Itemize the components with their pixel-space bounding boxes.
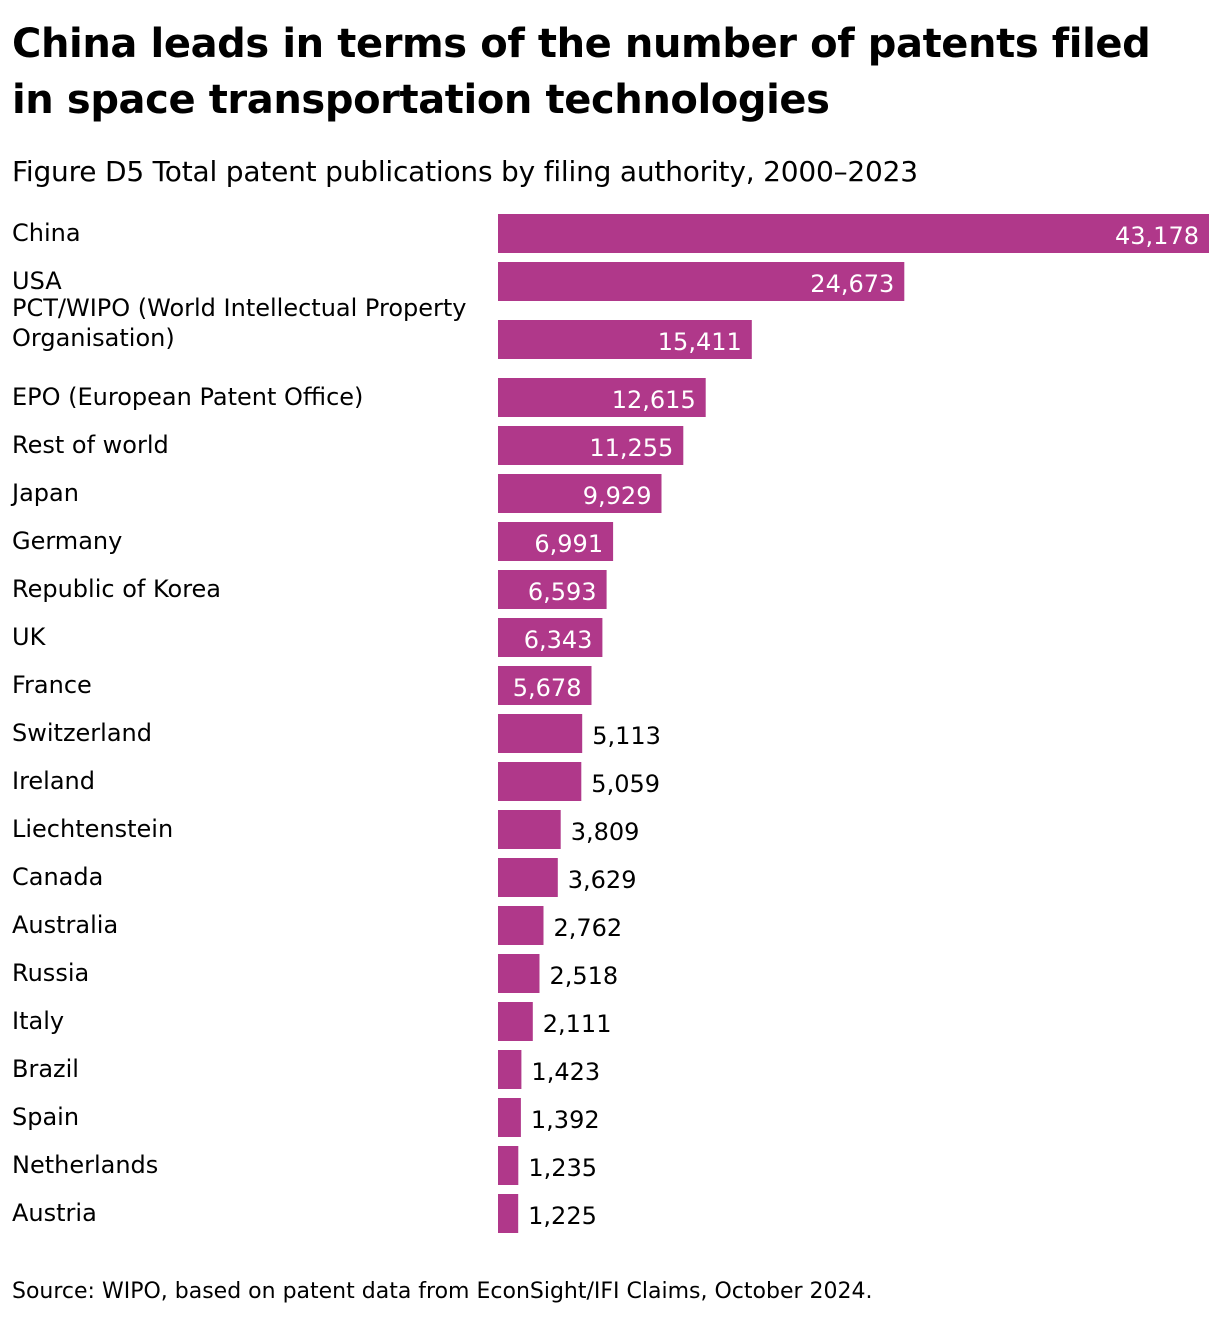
category-label: Germany	[12, 527, 122, 555]
bar-chart: China 43,178 USA 24,673 PCT/WIPO (World Inte…	[10, 214, 1209, 1233]
value-label: 5,059	[591, 770, 660, 798]
value-label: 3,629	[568, 866, 637, 894]
category-label-line: PCT/WIPO (World Intellectual Property	[12, 294, 467, 322]
value-label: 15,411	[658, 328, 742, 356]
value-label: 6,343	[524, 626, 593, 654]
bar	[498, 1146, 519, 1185]
value-label: 2,762	[553, 914, 622, 942]
category-label: Canada	[12, 863, 103, 891]
bar	[498, 262, 905, 301]
category-label: Ireland	[12, 767, 95, 795]
chart-title: China leads in terms of the number of pa…	[12, 21, 1151, 123]
value-label: 9,929	[583, 482, 652, 510]
value-label: 5,678	[513, 674, 582, 702]
category-label: Russia	[12, 959, 89, 987]
category-label: China	[12, 219, 81, 247]
bar	[498, 426, 684, 465]
value-label: 11,255	[589, 434, 673, 462]
bar	[498, 378, 706, 417]
bar	[498, 214, 1209, 253]
bar	[498, 810, 561, 849]
category-label: Australia	[12, 911, 118, 939]
bar	[498, 714, 583, 753]
value-label: 1,235	[528, 1154, 597, 1182]
bar	[498, 858, 558, 897]
value-label: 1,225	[528, 1202, 597, 1230]
category-label: Rest of world	[12, 431, 169, 459]
category-label: France	[12, 671, 92, 699]
category-label: UK	[12, 623, 47, 651]
category-label: Spain	[12, 1103, 79, 1131]
bar	[498, 522, 614, 561]
category-label: USA	[12, 267, 62, 295]
bar	[498, 474, 662, 513]
bar	[498, 570, 607, 609]
value-label: 2,111	[543, 1010, 612, 1038]
bar	[498, 618, 603, 657]
category-label-line: Organisation)	[12, 324, 175, 352]
category-label: Netherlands	[12, 1151, 158, 1179]
value-label: 3,809	[571, 818, 640, 846]
bar	[498, 1050, 522, 1089]
category-label: Austria	[12, 1199, 97, 1227]
category-label: Brazil	[12, 1055, 79, 1083]
category-label: Republic of Korea	[12, 575, 221, 603]
bar	[498, 320, 752, 359]
bar	[498, 1194, 519, 1233]
chart-subtitle: Figure D5 Total patent publications by f…	[12, 155, 918, 188]
bar	[498, 906, 544, 945]
value-label: 2,518	[549, 962, 618, 990]
value-label: 12,615	[612, 386, 696, 414]
value-label: 1,392	[531, 1106, 600, 1134]
bar	[498, 954, 540, 993]
bar	[498, 762, 582, 801]
source-note: Source: WIPO, based on patent data from …	[12, 1279, 873, 1304]
value-label: 43,178	[1115, 222, 1199, 250]
category-label: Liechtenstein	[12, 815, 173, 843]
value-label: 6,593	[528, 578, 597, 606]
value-label: 24,673	[810, 270, 894, 298]
category-label: Italy	[12, 1007, 64, 1035]
value-label: 1,423	[531, 1058, 600, 1086]
bar	[498, 1098, 521, 1137]
value-label: 5,113	[592, 722, 661, 750]
bar	[498, 666, 592, 705]
category-label: Japan	[10, 479, 79, 507]
value-label: 6,991	[534, 530, 603, 558]
category-label: Switzerland	[12, 719, 152, 747]
bar	[498, 1002, 533, 1041]
category-label: PCT/WIPO (World Intellectual Property Org…	[12, 294, 467, 352]
category-label: EPO (European Patent Office)	[12, 383, 363, 411]
